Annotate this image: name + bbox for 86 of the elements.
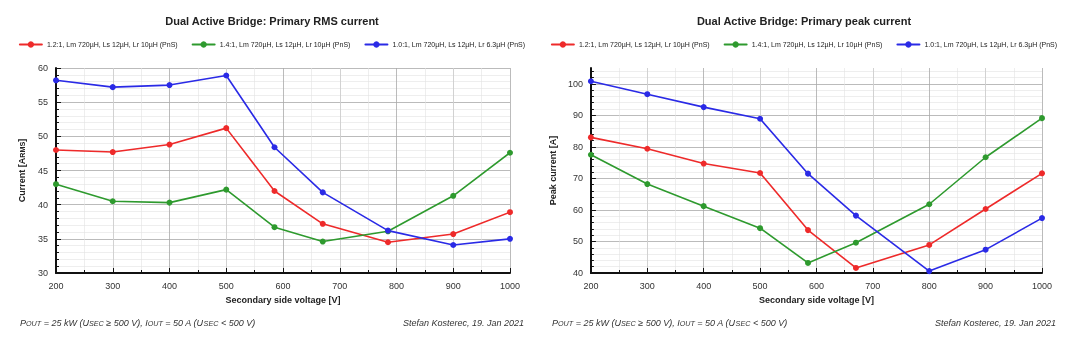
point — [644, 145, 651, 152]
point — [757, 115, 764, 122]
x-tick-label: 700 — [865, 280, 881, 291]
point — [450, 192, 457, 199]
y-tick-label: 40 — [572, 268, 583, 278]
point — [926, 241, 933, 248]
x-tick-label: 1000 — [1031, 280, 1053, 291]
x-axis-title: Secondary side voltage [V] — [225, 294, 341, 305]
x-tick-label: 700 — [332, 280, 348, 291]
point — [507, 149, 513, 156]
point — [805, 259, 811, 266]
point — [271, 188, 278, 194]
point — [223, 125, 230, 132]
point — [700, 203, 707, 210]
point — [982, 154, 989, 161]
point — [926, 201, 933, 208]
point — [852, 264, 859, 271]
point — [1039, 170, 1045, 177]
point — [700, 160, 707, 167]
point — [1039, 215, 1045, 222]
y-axis-title: Peak current [A] — [547, 135, 558, 206]
point — [109, 149, 116, 156]
point — [982, 205, 989, 212]
point — [507, 235, 513, 242]
point — [805, 170, 811, 177]
point — [852, 212, 859, 219]
point — [757, 170, 764, 177]
text: Stefan Kosterec, 19. Jan 2021 — [934, 317, 1057, 328]
x-tick-label: 500 — [218, 280, 234, 291]
y-tick-label: 70 — [572, 173, 583, 184]
point — [319, 220, 326, 227]
y-tick-label: 45 — [37, 165, 48, 176]
point — [166, 141, 173, 148]
point — [109, 84, 116, 91]
y-tick-label: 90 — [572, 110, 583, 121]
point — [450, 241, 457, 248]
y-tick-label: 35 — [37, 233, 48, 244]
y-tick-label: 80 — [572, 141, 583, 152]
point — [384, 239, 391, 246]
point — [805, 227, 811, 234]
x-tick-label: 600 — [275, 280, 291, 291]
y-tick-label: 55 — [37, 97, 48, 108]
point — [507, 209, 513, 216]
point — [587, 151, 594, 158]
point — [166, 82, 173, 89]
point — [271, 224, 278, 231]
x-tick-label: 200 — [48, 280, 64, 291]
point — [223, 186, 230, 193]
point — [319, 189, 326, 196]
x-tick-label: 900 — [445, 280, 461, 291]
point — [852, 239, 859, 246]
point — [53, 77, 59, 84]
x-tick-label: 800 — [921, 280, 937, 291]
y-tick-label: 100 — [567, 78, 583, 89]
point — [644, 91, 651, 98]
point — [1039, 115, 1045, 122]
x-tick-label: 300 — [639, 280, 655, 291]
chart-title: Dual Active Bridge: Primary RMS current — [165, 14, 380, 27]
y-tick-label: 60 — [37, 63, 48, 73]
x-tick-label: 500 — [752, 280, 768, 291]
point — [587, 134, 594, 141]
point — [982, 246, 989, 253]
text: Stefan Kosterec, 19. Jan 2021 — [402, 317, 525, 328]
y-tick-label: 50 — [572, 236, 583, 247]
x-tick-label: 600 — [808, 280, 824, 291]
x-tick-label: 200 — [583, 280, 599, 291]
x-tick-label: 400 — [161, 280, 178, 291]
point — [757, 225, 764, 232]
point — [587, 78, 594, 85]
x-tick-label: 400 — [696, 280, 712, 291]
point — [271, 144, 278, 151]
x-tick-label: 1000 — [499, 280, 521, 291]
y-tick-label: 40 — [37, 199, 48, 210]
x-axis-title: Secondary side voltage [V] — [758, 294, 874, 305]
point — [450, 231, 457, 238]
point — [223, 72, 230, 79]
y-tick-label: 60 — [572, 204, 583, 215]
point — [109, 198, 116, 205]
point — [700, 104, 707, 111]
point — [644, 181, 651, 188]
y-tick-label: 50 — [37, 131, 48, 142]
x-tick-label: 800 — [388, 280, 405, 291]
x-tick-label: 300 — [105, 280, 121, 291]
chart-title: Dual Active Bridge: Primary peak current — [696, 14, 912, 27]
y-tick-label: 30 — [37, 268, 48, 278]
x-tick-label: 900 — [978, 280, 994, 291]
